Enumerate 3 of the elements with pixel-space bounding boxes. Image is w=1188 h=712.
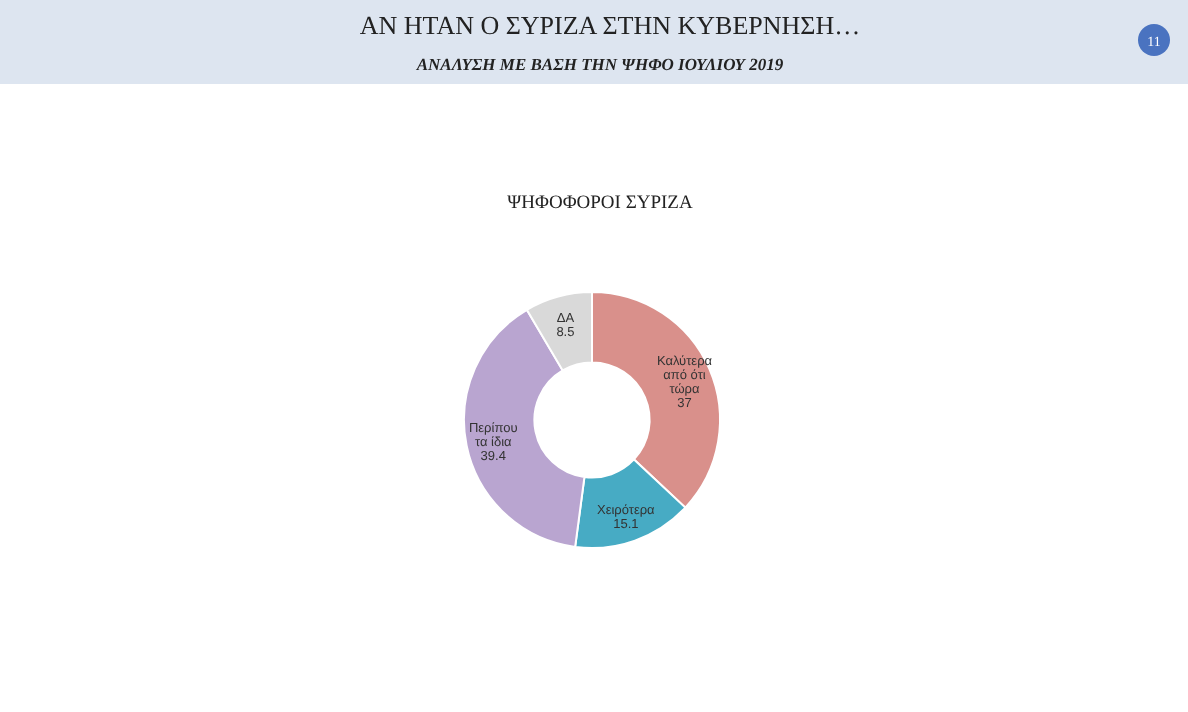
chart-subtitle: ΑΝΑΛΥΣΗ ΜΕ ΒΑΣΗ ΤΗΝ ΨΗΦΟ ΙΟΥΛΙΟΥ 2019: [414, 54, 785, 74]
chart-title: ΑΝ ΗΤΑΝ Ο ΣΥΡΙΖΑ ΣΤΗΝ ΚΥΒΕΡΝΗΣΗ…: [359, 10, 861, 40]
text: ΨΗΦΟΦΟΡΟΙ ΣΥΡΙΖΑ: [507, 194, 693, 214]
